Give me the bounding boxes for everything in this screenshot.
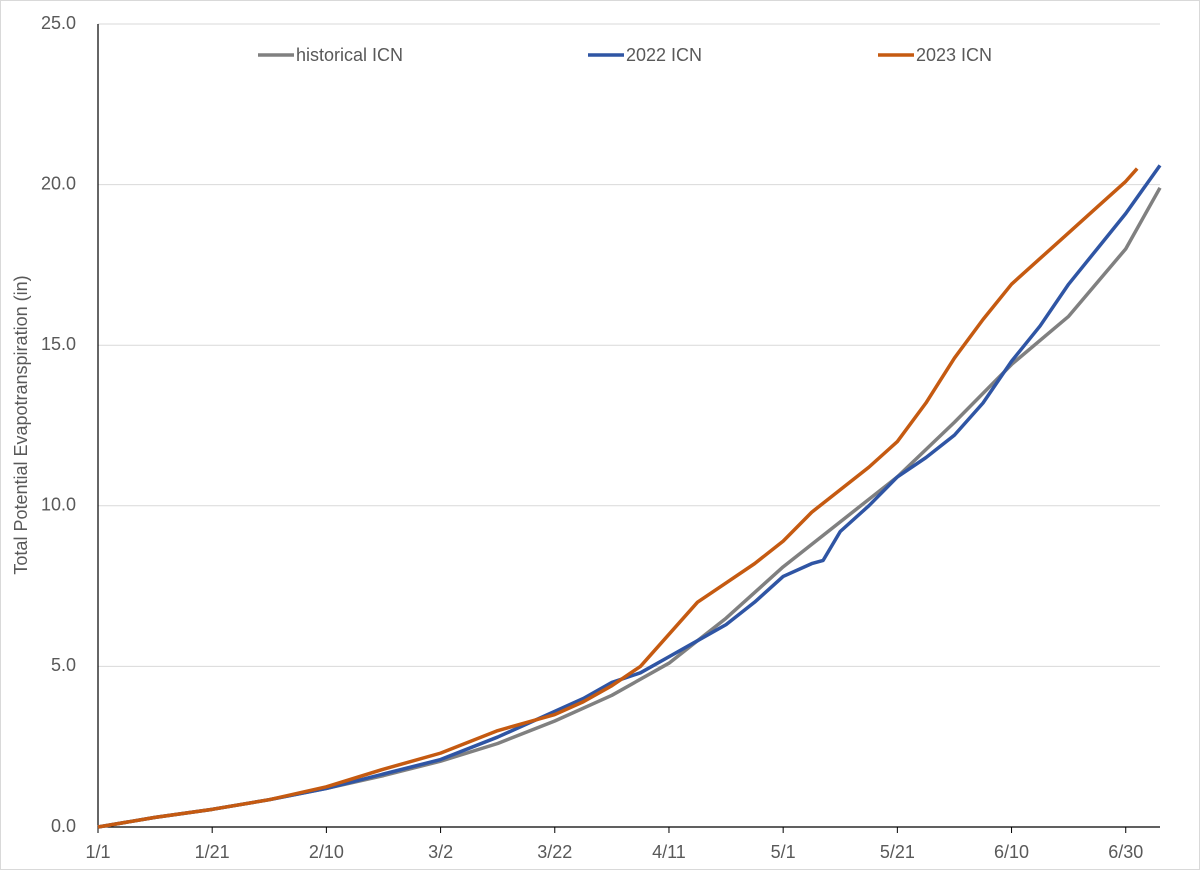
series-line: [97, 167, 1139, 829]
y-tick-label: 0.0: [51, 816, 76, 836]
legend-label: historical ICN: [296, 45, 403, 65]
series-line: [97, 164, 1162, 829]
x-tick-label: 1/1: [85, 842, 110, 862]
y-tick-label: 10.0: [41, 495, 76, 515]
x-tick-label: 4/11: [652, 842, 686, 862]
x-tick-label: 5/21: [880, 842, 915, 862]
x-tick-label: 5/1: [771, 842, 796, 862]
y-tick-label: 20.0: [41, 173, 76, 193]
y-tick-label: 5.0: [51, 655, 76, 675]
legend-label: 2023 ICN: [916, 45, 992, 65]
x-tick-label: 3/22: [537, 842, 572, 862]
x-tick-label: 6/30: [1108, 842, 1143, 862]
x-tick-label: 3/2: [428, 842, 453, 862]
x-tick-label: 1/21: [195, 842, 230, 862]
x-tick-label: 2/10: [309, 842, 344, 862]
x-tick-label: 6/10: [994, 842, 1029, 862]
y-axis-title: Total Potential Evapotranspiration (in): [11, 275, 31, 574]
legend-label: 2022 ICN: [626, 45, 702, 65]
y-tick-label: 25.0: [41, 13, 76, 33]
y-tick-label: 15.0: [41, 334, 76, 354]
